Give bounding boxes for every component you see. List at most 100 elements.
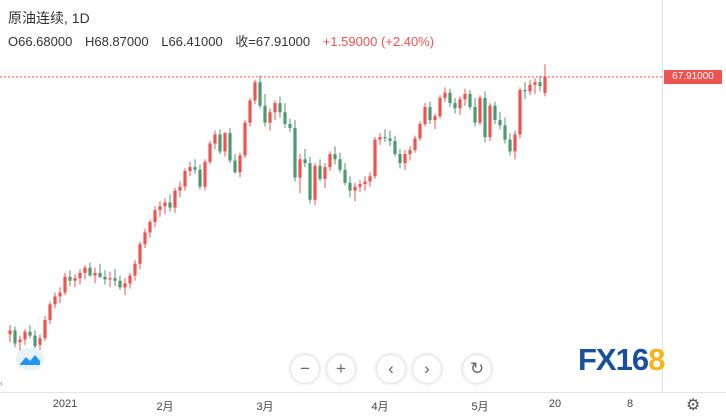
candle-body <box>48 304 52 320</box>
candle-body <box>58 292 62 297</box>
candle-body <box>283 112 287 124</box>
candle-body <box>243 122 247 156</box>
candle-body <box>8 330 12 335</box>
candle-body <box>133 263 137 276</box>
ohlc-readout: O66.68000 H68.87000 L66.41000 收=67.91000… <box>8 31 443 50</box>
candle-body <box>88 267 92 276</box>
candle-body <box>183 171 187 187</box>
candle-body <box>468 93 472 108</box>
scroll-left-icon[interactable]: ‹ <box>0 378 3 388</box>
candle-body <box>278 103 282 113</box>
x-tick-label: 2021 <box>52 398 78 410</box>
candle-body <box>438 97 442 117</box>
candle-body <box>38 338 42 345</box>
candle-body <box>448 92 452 104</box>
candle-body <box>383 137 387 139</box>
candle-body <box>108 278 112 280</box>
candle-body <box>538 82 542 87</box>
plot-area <box>0 0 662 392</box>
candle-body <box>333 154 337 160</box>
candle-body <box>218 134 222 152</box>
open-value: O66.68000 <box>8 34 73 49</box>
candle-body <box>423 107 427 124</box>
candle-body <box>143 232 147 245</box>
candle-body <box>98 272 102 277</box>
candle-body <box>68 276 72 281</box>
candle-body <box>238 155 242 173</box>
candle-body <box>463 93 467 100</box>
candle-body <box>313 165 317 200</box>
change-value: +1.59000 (+2.40%) <box>322 34 435 49</box>
chart-title: 原油连续, 1D <box>8 10 90 26</box>
candle-body <box>523 90 527 92</box>
candle-body <box>23 331 27 340</box>
candle-body <box>288 123 292 128</box>
candle-body <box>503 125 507 140</box>
scroll-forward-button[interactable]: › <box>413 355 441 383</box>
fx168-logo: FX168 <box>578 342 665 377</box>
candle-body <box>433 116 437 121</box>
candles-group <box>8 64 547 353</box>
candle-body <box>388 138 392 141</box>
candle-body <box>483 97 487 138</box>
candle-body <box>338 159 342 170</box>
x-tick-label: 4月 <box>371 401 389 413</box>
zoom-out-button[interactable]: − <box>291 355 319 383</box>
candle-body <box>498 120 502 126</box>
candle-body <box>163 202 167 207</box>
candle-body <box>353 186 357 191</box>
candle-body <box>478 97 482 123</box>
candle-body <box>168 202 172 208</box>
candle-body <box>293 127 297 178</box>
candle-body <box>268 112 272 123</box>
candle-body <box>63 276 67 293</box>
candle-body <box>13 330 17 344</box>
tradingview-wave-icon[interactable] <box>16 348 44 370</box>
candle-body <box>173 190 177 208</box>
candle-body <box>303 159 307 164</box>
candle-body <box>348 182 352 191</box>
candle-body <box>208 143 212 162</box>
candle-body <box>488 105 492 138</box>
reset-chart-button[interactable]: ↻ <box>463 355 491 383</box>
candle-body <box>233 160 237 173</box>
candle-body <box>148 221 152 233</box>
candle-body <box>93 272 97 276</box>
candle-body <box>188 167 192 172</box>
candle-body <box>198 169 202 187</box>
candle-body <box>138 244 142 264</box>
candle-body <box>118 280 122 288</box>
x-tick-label: 20 <box>548 398 562 410</box>
candle-body <box>203 161 207 187</box>
candle-body <box>18 339 22 343</box>
candle-body <box>443 92 447 98</box>
candle-body <box>153 210 157 222</box>
candle-body <box>458 99 462 109</box>
candle-body <box>223 133 227 152</box>
x-tick-label: 5月 <box>471 401 489 413</box>
candle-body <box>123 283 127 288</box>
candle-body <box>343 169 347 183</box>
candle-body <box>473 107 477 123</box>
candle-body <box>528 84 532 92</box>
candle-body <box>393 140 397 155</box>
candle-body <box>328 154 332 168</box>
candle-body <box>248 100 252 123</box>
candle-body <box>508 139 512 152</box>
low-value: L66.41000 <box>161 34 223 49</box>
candle-body <box>273 103 277 113</box>
zoom-in-button[interactable]: + <box>327 355 355 383</box>
last-price-label: 67.91000 <box>664 69 722 84</box>
candle-body <box>428 107 432 121</box>
candle-body <box>378 137 382 140</box>
settings-gear-icon[interactable]: ⚙ <box>686 397 701 414</box>
candle-body <box>253 82 257 101</box>
candle-body <box>298 159 302 178</box>
candle-body <box>418 123 422 139</box>
candle-body <box>78 272 82 279</box>
scroll-back-button[interactable]: ‹ <box>377 355 405 383</box>
candle-body <box>543 76 547 93</box>
candle-body <box>358 184 362 187</box>
candle-body <box>368 176 372 182</box>
